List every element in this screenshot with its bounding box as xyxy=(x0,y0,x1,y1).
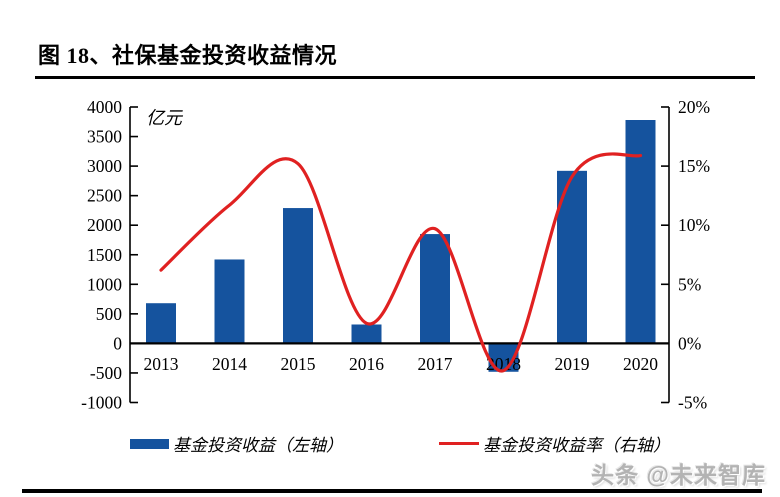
x-axis-label-2014: 2014 xyxy=(212,354,247,374)
watermark-toutiao: 头条 @未来智库 xyxy=(591,462,766,488)
line-series-label: 基金投资收益率（右轴） xyxy=(483,436,670,455)
x-axis-label-2016: 2016 xyxy=(349,354,384,374)
chart-legend: 基金投资收益（左轴） 基金投资收益率（右轴） xyxy=(130,431,670,456)
right-axis-tick-label: 20% xyxy=(678,97,710,117)
bar-2017 xyxy=(420,234,450,344)
figure-title: 图 18、社保基金投资收益情况 xyxy=(38,43,338,68)
x-axis-label-2019: 2019 xyxy=(555,354,590,374)
x-axis-label-2017: 2017 xyxy=(418,354,453,374)
left-axis-tick-label: 500 xyxy=(96,304,123,324)
left-axis-tick-label: 0 xyxy=(113,333,122,353)
x-axis-label-2015: 2015 xyxy=(281,354,316,374)
right-axis-tick-label: -5% xyxy=(678,393,707,413)
return-rate-line xyxy=(159,152,643,373)
bar-series-swatch xyxy=(130,438,169,449)
line-series-swatch xyxy=(439,442,479,445)
right-axis-tick-label: 10% xyxy=(678,215,710,235)
left-axis-tick-label: 1000 xyxy=(87,274,122,294)
x-axis-label-2013: 2013 xyxy=(144,354,179,374)
left-axis-tick-label: 1500 xyxy=(87,245,122,265)
left-axis-tick-label: 3500 xyxy=(87,127,122,147)
left-axis-tick-label: 2000 xyxy=(87,215,122,235)
right-axis-tick-label: 0% xyxy=(678,333,701,353)
bar-2013 xyxy=(146,303,176,344)
left-axis-unit-label: 亿元 xyxy=(146,108,182,128)
bar-2016 xyxy=(351,324,382,344)
left-axis-tick-label: 2500 xyxy=(87,186,122,206)
legend-item-line: 基金投资收益率（右轴） xyxy=(439,431,670,456)
bottom-rule xyxy=(22,489,762,493)
right-axis-tick-label: 5% xyxy=(678,274,701,294)
left-axis-tick-label: 4000 xyxy=(87,97,122,117)
bar-2015 xyxy=(283,208,313,344)
left-axis-tick-label: -1000 xyxy=(81,393,122,413)
left-axis-tick-label: -500 xyxy=(90,363,122,383)
left-axis-tick-label: 3000 xyxy=(87,156,122,176)
title-underline xyxy=(35,76,755,79)
bar-2014 xyxy=(214,259,245,344)
right-axis-tick-label: 15% xyxy=(678,156,710,176)
bar-2020 xyxy=(625,120,656,344)
x-axis-label-2020: 2020 xyxy=(623,354,658,374)
legend-item-bar: 基金投资收益（左轴） xyxy=(130,431,343,456)
bar-series-label: 基金投资收益（左轴） xyxy=(173,436,343,455)
